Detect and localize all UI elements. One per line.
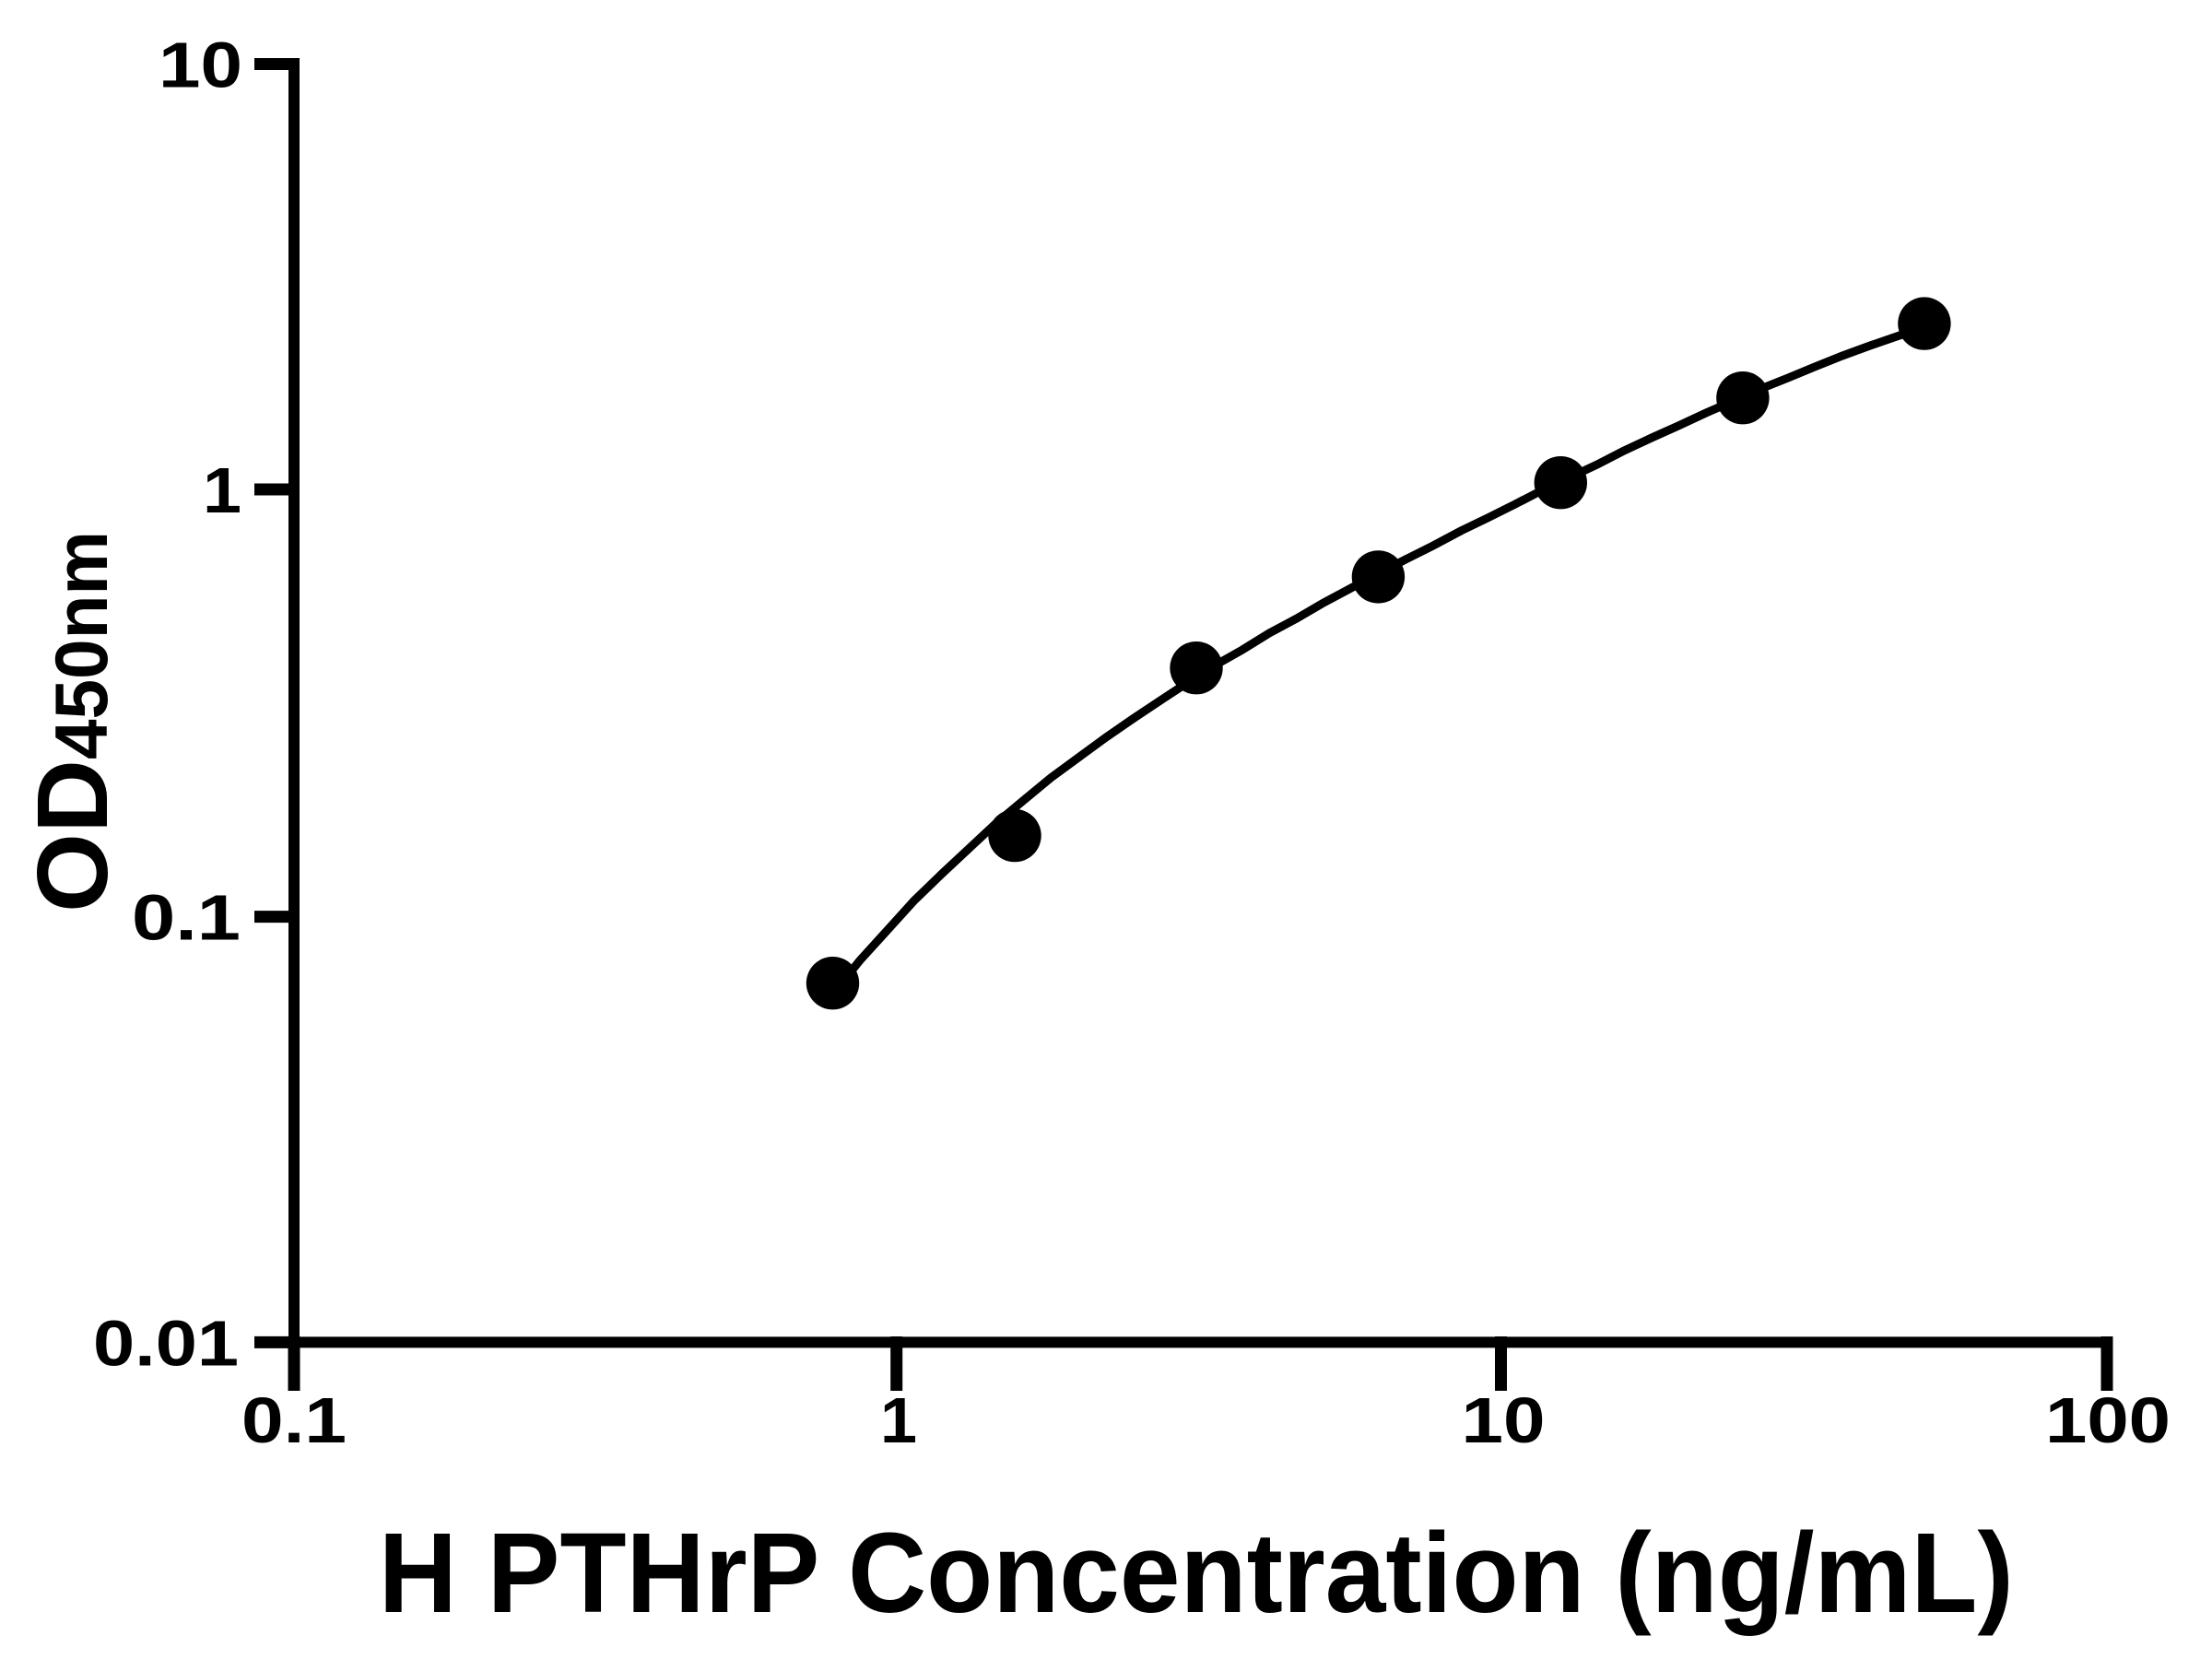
svg-text:450nm: 450nm bbox=[41, 531, 124, 759]
svg-text:H PTHrP Concentration (ng/mL): H PTHrP Concentration (ng/mL) bbox=[379, 1511, 2014, 1637]
svg-text:100: 100 bbox=[2045, 1384, 2171, 1456]
svg-text:0.01: 0.01 bbox=[93, 1307, 239, 1379]
svg-text:1: 1 bbox=[880, 1384, 917, 1456]
svg-text:0.1: 0.1 bbox=[241, 1384, 347, 1456]
svg-text:10: 10 bbox=[159, 29, 242, 101]
svg-text:OD: OD bbox=[17, 759, 129, 912]
svg-text:10: 10 bbox=[1462, 1384, 1546, 1456]
svg-text:0.1: 0.1 bbox=[132, 882, 241, 954]
svg-text:1: 1 bbox=[203, 454, 241, 526]
